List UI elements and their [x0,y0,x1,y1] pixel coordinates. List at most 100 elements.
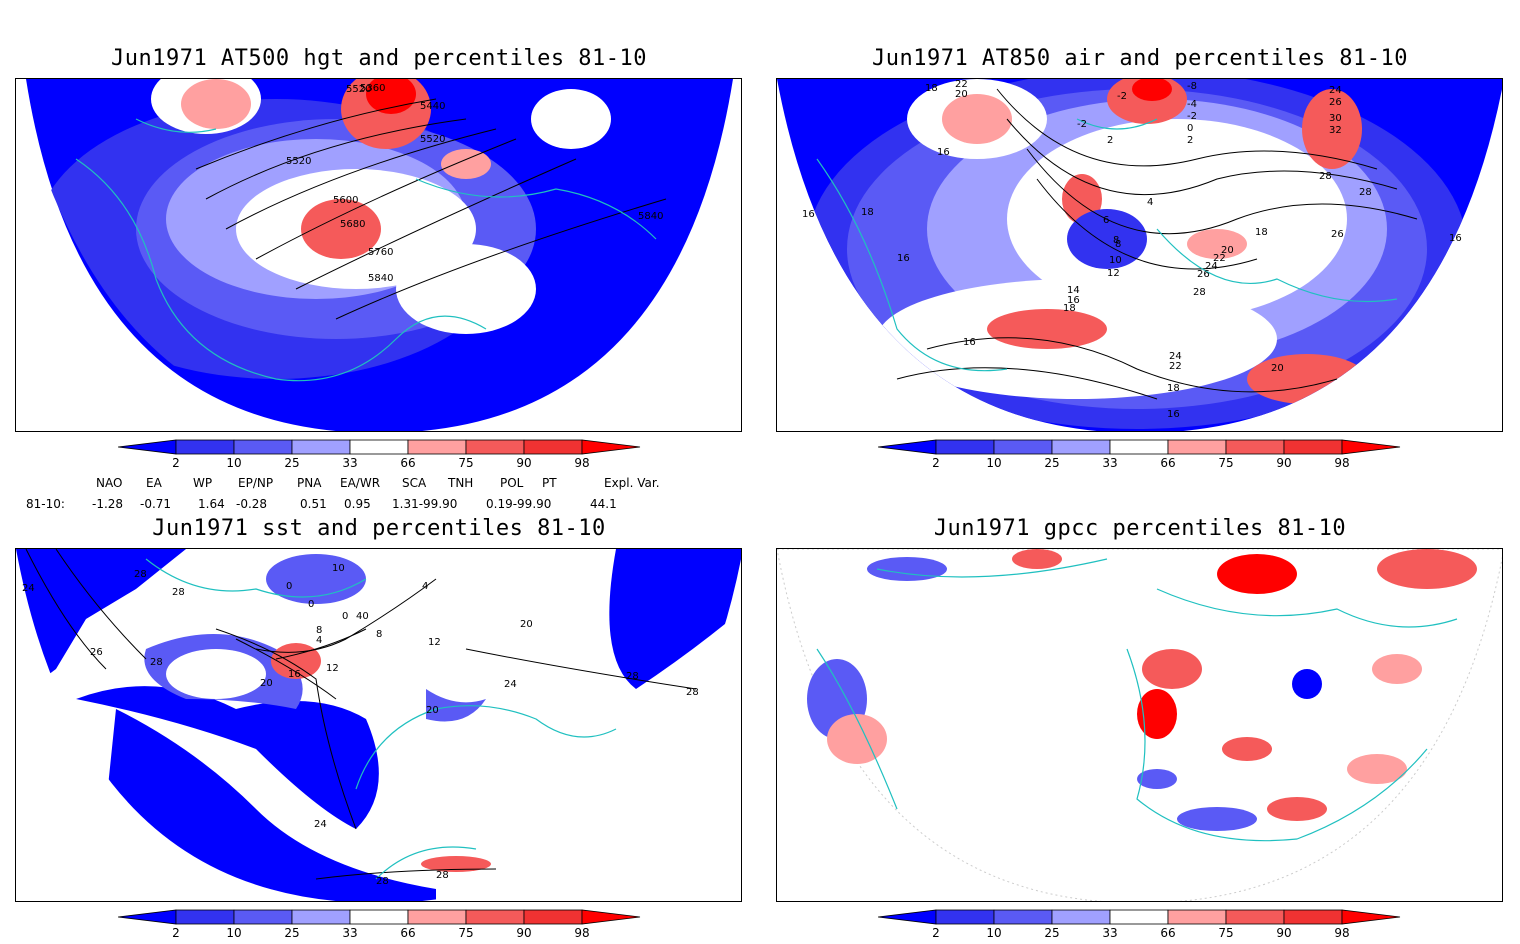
contour-label: 22 [1169,361,1182,372]
panel-title-air: Jun1971 AT850 air and percentiles 81-10 [871,46,1409,71]
contour-label: 24 [314,819,327,830]
colorbar-top-left: 2 10 25 33 66 75 90 98 [118,438,648,474]
contour-label: 18 [1063,303,1076,314]
contour-label: 5440 [420,101,445,112]
contour-label: 16 [897,253,910,264]
colorbar-swatch [349,439,409,455]
colorbar-tick-label: 10 [226,456,241,470]
map-sst: 24 28 28 26 28 10 0 0 4 0 40 8 4 8 12 12… [16,549,741,901]
contour-label: 28 [626,671,639,682]
contour-label: 16 [1167,409,1180,420]
contour-label: 4 [1147,197,1153,208]
contour-label: 0 [342,611,348,622]
colorbar-swatch [349,909,409,925]
contour-label: 8 [376,629,382,640]
contour-label: 16 [802,209,815,220]
index-header: TNH [448,476,474,490]
contour-label: 4 [422,581,428,592]
colorbar-right-arrow [581,909,641,925]
index-row-label: 81-10: [26,497,65,511]
colorbar-tick-label: 33 [342,456,357,470]
colorbar-swatch [233,909,293,925]
colorbar-swatch [175,909,235,925]
contour-label: 2 [1187,135,1193,146]
colorbar-swatch [1167,439,1227,455]
contour-label: 24 [1169,351,1182,362]
colorbar-swatch [523,909,583,925]
contour-label: 16 [1449,233,1462,244]
colorbar-tick-label: 75 [458,926,473,940]
contour-label: 12 [326,663,339,674]
contour-label: 10 [1109,255,1122,266]
contour-label: 28 [1359,187,1372,198]
contour-label: -2 [1117,91,1127,102]
contour-label: 28 [172,587,185,598]
colorbar-tick-label: 98 [1334,926,1349,940]
index-header: NAO [96,476,123,490]
colorbar-tick-label: 10 [226,926,241,940]
colorbar-swatch [935,909,995,925]
contour-label: 18 [1167,383,1180,394]
index-value: 0.51 [300,497,327,511]
colorbar-bottom-right: 2 10 25 33 66 75 90 98 [878,908,1408,944]
contour-label: 5520 [420,134,445,145]
contour-label: 5520 [286,156,311,167]
contour-label: 28 [1319,171,1332,182]
contour-label: 2 [1107,135,1113,146]
contour-label: 40 [356,611,369,622]
contour-label: 26 [1331,229,1344,240]
colorbar-swatch [407,909,467,925]
colorbar-tick-label: 98 [1334,456,1349,470]
colorbar-left-arrow [118,439,177,455]
contour-label: 8 [1115,239,1121,250]
contour-label: 22 [955,79,968,90]
contour-label: 5840 [368,273,393,284]
index-value: 1.64 [198,497,225,511]
colorbar-tick-label: 66 [400,926,415,940]
contour-label: 5600 [333,195,358,206]
contour-label: 24 [504,679,517,690]
colorbar-tick-label: 10 [986,456,1001,470]
colorbar-tick-label: 66 [400,456,415,470]
contour-label: 16 [963,337,976,348]
indices-header-row: NAO EA WP EP/NP PNA EA/WR SCA TNH POL PT… [0,476,760,492]
colorbar-swatch [1225,909,1285,925]
contour-label: 8 [1113,235,1119,246]
index-header: Expl. Var. [604,476,660,490]
colorbar-left-arrow [878,909,937,925]
contour-label: 12 [428,637,441,648]
colorbar-tick-label: 2 [932,926,940,940]
index-header: PT [542,476,557,490]
map-panel-air: 18 22 20 -8 -2 -4 -2 -2 0 2 2 24 26 30 3… [776,78,1503,432]
contour-label: 22 [1213,253,1226,264]
index-value: 44.1 [590,497,617,511]
colorbar-swatch [1051,909,1111,925]
contour-label: 14 [1067,285,1080,296]
colorbar-tick-label: 25 [284,926,299,940]
colorbar-tick-label: 90 [1276,926,1291,940]
contour-label: 32 [1329,125,1342,136]
contour-label: 5520 [346,84,371,95]
colorbar-swatch [1283,439,1343,455]
colorbar-left-arrow [118,909,177,925]
index-header: SCA [402,476,427,490]
contour-label: 0 [286,581,292,592]
colorbar-swatch [465,439,525,455]
contour-label: 24 [1205,261,1218,272]
contour-label: 12 [1107,268,1120,279]
colorbar-swatch [175,439,235,455]
index-header: WP [193,476,213,490]
colorbar-swatch [1283,909,1343,925]
colorbar-tick-label: 90 [516,456,531,470]
index-header: POL [500,476,524,490]
index-header: EA/WR [340,476,381,490]
colorbar-tick-label: 66 [1160,926,1175,940]
map-panel-gpcc [776,548,1503,902]
colorbar-swatches: 2 10 25 33 66 75 90 98 [118,439,641,470]
colorbar-right-arrow [581,439,641,455]
contour-label: 26 [1329,97,1342,108]
colorbar-swatch [523,439,583,455]
index-value: 0.95 [344,497,371,511]
colorbar-left-arrow [878,439,937,455]
contour-label: 28 [134,569,147,580]
